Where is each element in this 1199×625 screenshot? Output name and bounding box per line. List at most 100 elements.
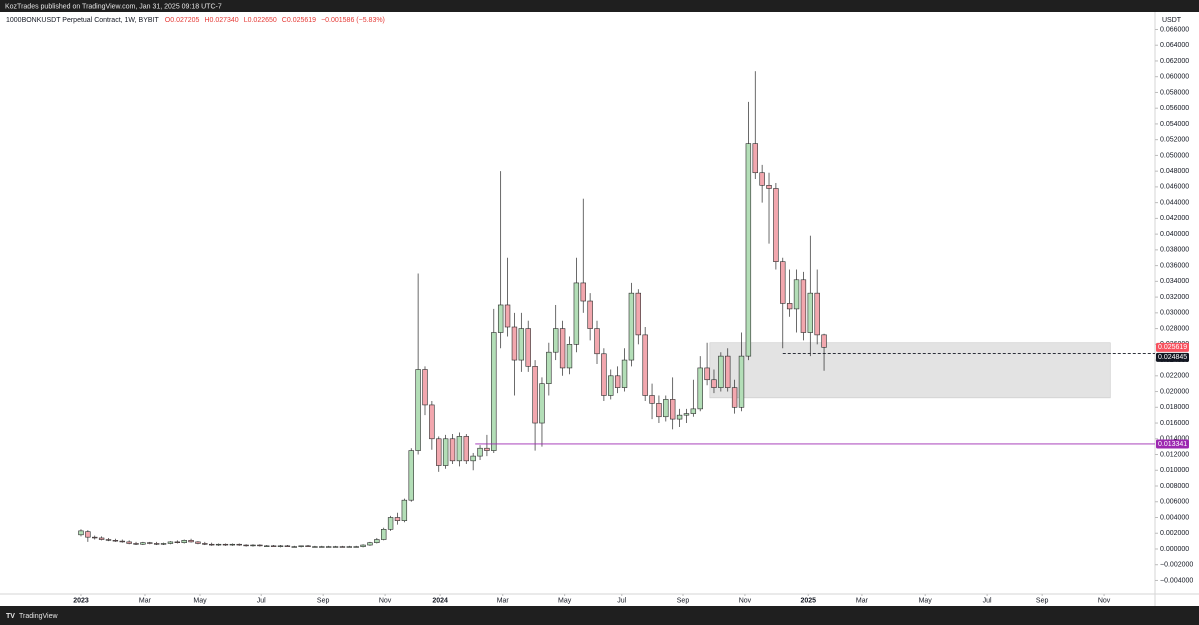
candle-body [394, 517, 401, 521]
y-tick-label: 0.020000 [1160, 388, 1189, 395]
candle-body [105, 539, 112, 541]
x-tick-label: Mar [139, 597, 152, 604]
candle-body [264, 545, 270, 547]
candle-body [181, 540, 187, 543]
candle-body [442, 438, 449, 466]
candle-body [250, 544, 256, 547]
line-label: 0.024845 [1158, 354, 1187, 361]
candle-body [236, 543, 242, 546]
candle-body [463, 436, 469, 462]
y-tick-label: −0.004000 [1160, 577, 1193, 584]
candle-body [704, 367, 710, 381]
y-tick-label: 0.058000 [1160, 89, 1189, 96]
ohlc-legend: O0.027205 [165, 17, 200, 24]
x-tick-label: Nov [379, 597, 392, 604]
y-tick-label: 0.030000 [1160, 310, 1189, 317]
candle-body [360, 544, 366, 547]
candle-body [559, 328, 566, 369]
y-axis-unit: USDT [1162, 17, 1182, 24]
candle-body [209, 543, 215, 546]
candle-body [539, 383, 545, 424]
candle-body [339, 546, 346, 548]
candle-body [580, 282, 586, 302]
candle-body [697, 367, 703, 410]
x-tick-label: Sep [1036, 597, 1049, 604]
ohlc-legend: L0.022650 [244, 17, 277, 24]
candle-body [332, 546, 339, 548]
candle-body [367, 542, 373, 546]
y-tick-label: 0.054000 [1160, 121, 1189, 128]
candle-body [786, 303, 793, 310]
y-tick-label: 0.036000 [1160, 262, 1189, 269]
candle-body [215, 543, 222, 546]
y-tick-label: 0.044000 [1160, 199, 1189, 206]
candle-body [731, 387, 738, 408]
candle-body [126, 541, 132, 544]
candle-body [752, 143, 758, 174]
y-tick-label: 0.022000 [1160, 373, 1189, 380]
candle-body [621, 359, 628, 388]
y-tick-label: 0.040000 [1160, 231, 1189, 238]
candle-body [133, 543, 139, 545]
support-zone [709, 342, 1111, 399]
y-tick-label: 0.062000 [1160, 58, 1189, 65]
candle-body [174, 541, 181, 543]
line-label: 0.013341 [1158, 441, 1187, 448]
y-tick-label: 0.002000 [1160, 530, 1189, 537]
x-tick-label: May [558, 597, 572, 604]
candle-body [78, 530, 84, 536]
candle-body [807, 292, 813, 333]
candle-body [381, 528, 387, 540]
ohlc-legend: −0.001586 (−5.83%) [321, 17, 385, 24]
last-price-badge [1156, 342, 1189, 352]
candle-body [202, 543, 208, 545]
candle-body [594, 328, 600, 355]
candle-body [291, 546, 297, 548]
candle-body [119, 540, 125, 543]
y-tick-label: 0.042000 [1160, 215, 1189, 222]
candle-body [353, 546, 359, 548]
y-tick-label: 0.034000 [1160, 278, 1189, 285]
candle-body [635, 292, 641, 336]
x-tick-label: Nov [1098, 597, 1111, 604]
candle-body [518, 328, 525, 361]
candle-body [649, 395, 655, 404]
candle-body [718, 355, 724, 388]
publisher-note: KozTrades published on TradingView.com, … [5, 3, 222, 10]
last-price-label: 0.025619 [1158, 344, 1187, 351]
plot-area [78, 71, 1155, 548]
line-badge [1156, 352, 1189, 362]
ohlc-legend: C0.025619 [282, 17, 316, 24]
y-tick-label: 0.038000 [1160, 247, 1189, 254]
candle-body [780, 261, 786, 304]
x-tick-label: 2025 [800, 597, 816, 604]
candle-body [614, 375, 621, 388]
x-tick-label: Sep [677, 597, 690, 604]
x-tick-label: 2024 [432, 597, 448, 604]
y-tick-label: 0.008000 [1160, 483, 1189, 490]
x-tick-label: Sep [317, 597, 330, 604]
candle-body [153, 543, 160, 545]
candle-body [484, 447, 490, 451]
candle-body [656, 403, 662, 418]
y-tick-label: 0.060000 [1160, 74, 1189, 81]
candle-body [270, 545, 277, 547]
top-bar [0, 0, 1199, 12]
y-tick-label: 0.066000 [1160, 26, 1189, 33]
candle-body [436, 438, 442, 466]
y-tick-label: −0.002000 [1160, 562, 1193, 569]
candle-body [497, 304, 504, 333]
candle-body [415, 369, 421, 451]
candle-body [456, 436, 463, 462]
candle-body [745, 143, 752, 357]
candle-body [449, 438, 456, 462]
chart-background [0, 12, 1199, 606]
candle-body [669, 399, 676, 420]
symbol-title: 1000BONKUSDT Perpetual Contract, 1W, BYB… [6, 17, 159, 24]
candle-body [601, 353, 607, 396]
candle-body [608, 375, 614, 396]
candle-body [470, 455, 476, 462]
candle-body [112, 540, 119, 542]
y-tick-label: 0.014000 [1160, 436, 1189, 443]
